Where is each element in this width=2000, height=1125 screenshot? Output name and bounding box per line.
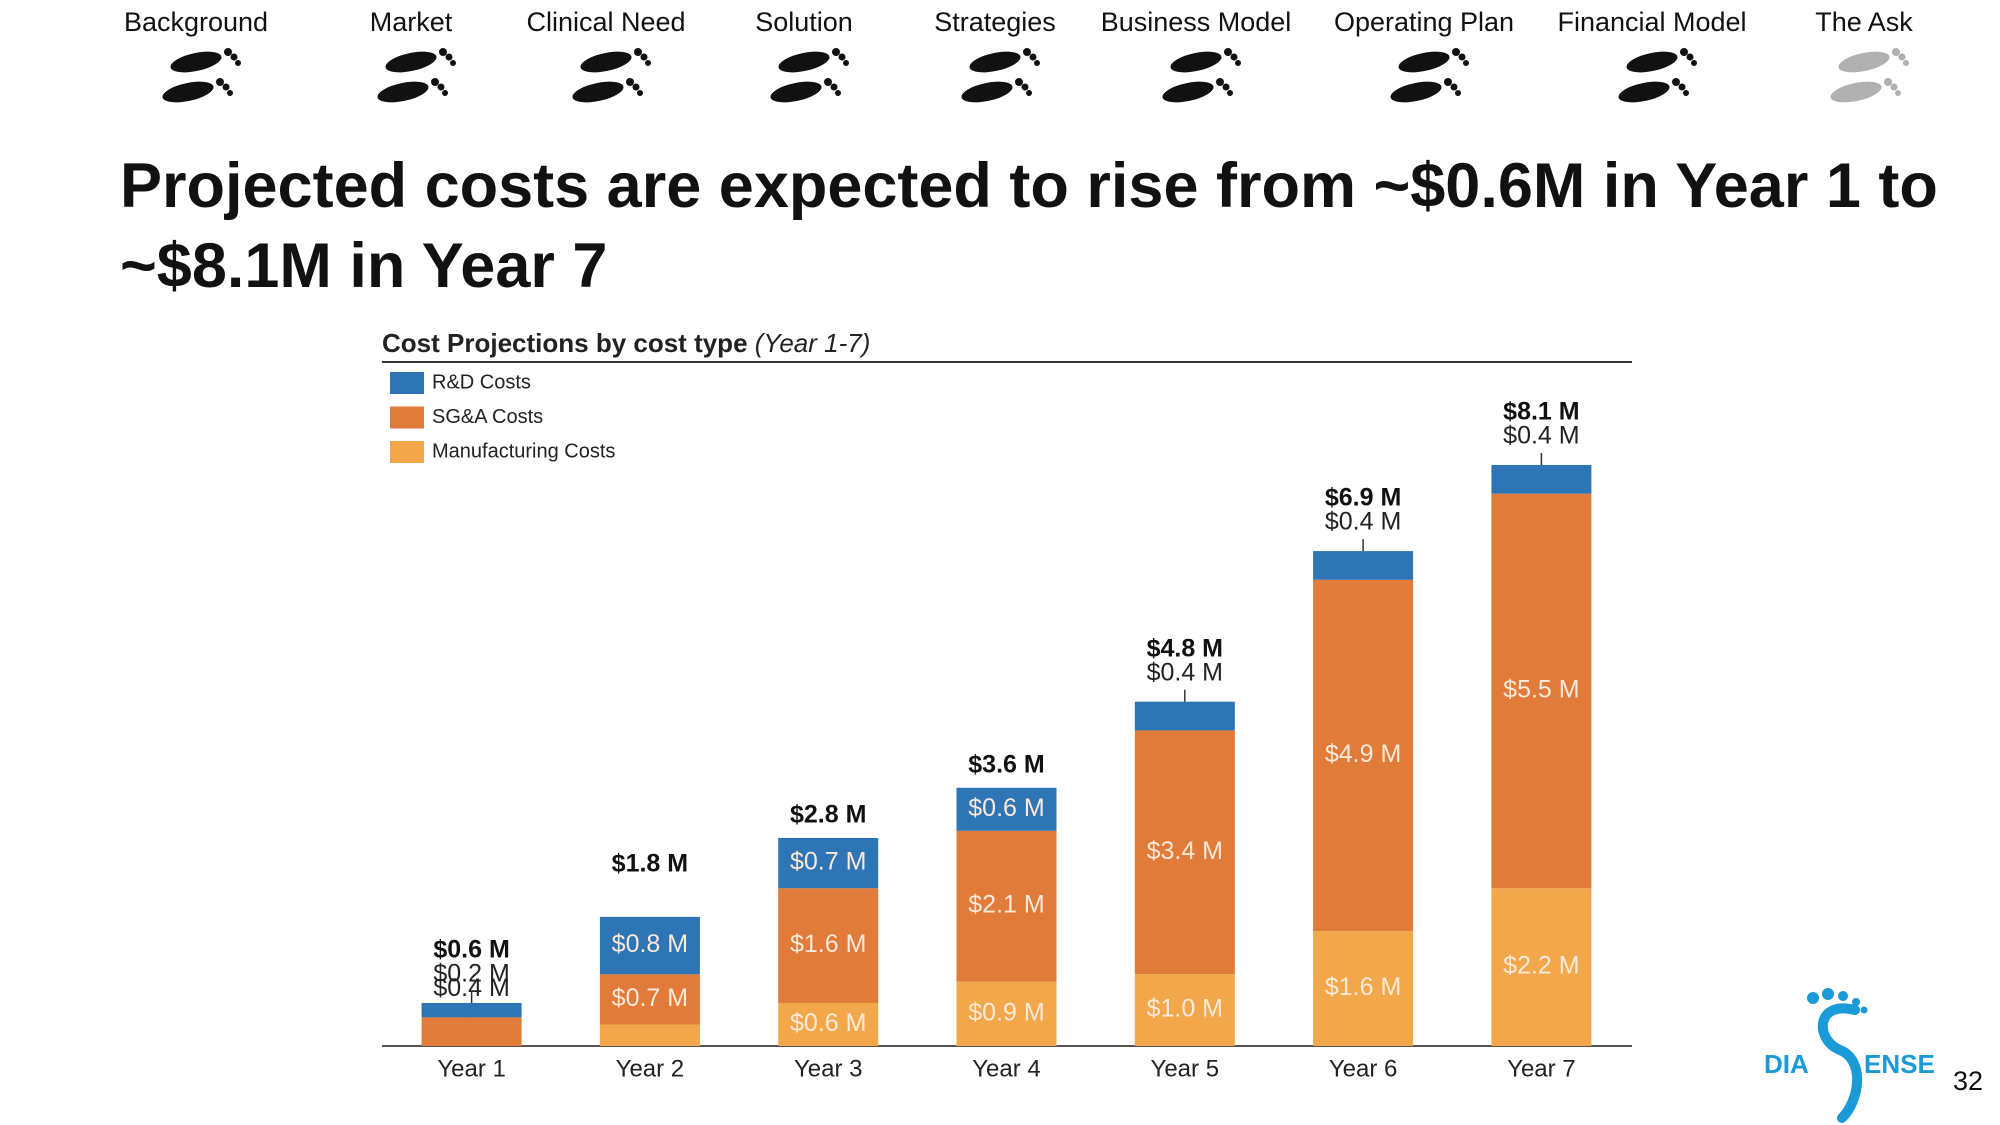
nav-step: Background [124,7,268,37]
total-label: $4.8 M [1147,634,1223,662]
chart-subtitle: (Year 1-7) [755,328,871,358]
legend-label: R&D Costs [432,371,531,393]
nav-step: Market [370,7,453,37]
category-label: Year 3 [794,1055,863,1082]
nav-step: Strategies [934,7,1056,37]
segment-label: $2.1 M [968,891,1044,919]
segment-label: $1.6 M [790,930,866,958]
total-label: $1.8 M [612,849,688,877]
logo-text: ENSE [1864,1049,1935,1079]
bar-segment [599,974,700,1025]
segment-label: $2.2 M [1503,952,1579,980]
footprint-icon [1828,47,1909,107]
bar-segment [778,837,879,889]
bar-segment [778,1002,879,1046]
bar-segment [778,888,879,1003]
bar-segment [956,981,1057,1046]
footprint-icon [160,47,241,107]
category-label: Year 2 [616,1055,685,1082]
bar-segment [1313,931,1414,1046]
bar-segment [956,830,1057,982]
segment-label: $0.6 M [968,794,1044,822]
legend-swatch [390,441,424,463]
page-number: 32 [1953,1066,1983,1096]
category-label: Year 6 [1329,1055,1398,1082]
headline: ~$8.1M in Year 7 [120,231,607,301]
total-label: $8.1 M [1503,398,1579,426]
total-label: $3.6 M [968,750,1044,778]
total-label: $0.6 M [433,936,509,964]
segment-label: $5.5 M [1503,676,1579,704]
logo: DIA ENSE [1764,988,1935,1123]
chart-title: Cost Projections by cost type [382,328,748,358]
nav-step: Solution [755,7,853,37]
segment-label: $1.6 M [1325,973,1401,1001]
footprint-icon [1160,47,1241,107]
nav-step: Business Model [1101,7,1292,37]
segment-label: $0.7 M [790,848,866,876]
nav-step: The Ask [1815,7,1913,37]
segment-label: $3.4 M [1147,837,1223,865]
bar-segment [1134,730,1235,975]
bar-segment [1491,465,1592,494]
bar-segment [1134,974,1235,1046]
nav-step: Financial Model [1557,7,1746,37]
footprint-icon [1616,47,1697,107]
bar-segment [421,1002,522,1018]
segment-label: $0.6 M [790,1009,866,1037]
bar-segment [1491,888,1592,1046]
bar-segment [1134,701,1235,731]
nav-step: Operating Plan [1334,7,1514,37]
footprint-icon [570,47,651,107]
footprint-icon [375,47,456,107]
segment-label: $0.2 M [433,960,509,988]
segment-label: $0.7 M [612,984,688,1012]
bar-segment [956,787,1057,831]
chart-title: Cost Projections by cost type (Year 1-7) [382,328,870,358]
bar-segment [599,916,700,975]
nav-bar: Background Market Clinical Need Solution Str… [124,7,1913,107]
segment-label: $4.9 M [1325,740,1401,768]
legend-swatch [390,406,424,429]
legend-label: SG&A Costs [432,406,543,428]
bar-segment [599,1024,700,1046]
segment-label: $0.8 M [612,930,688,958]
total-label: $6.9 M [1325,484,1401,512]
legend-label: Manufacturing Costs [432,440,615,462]
segment-label: $0.9 M [968,998,1044,1026]
bar-segment [1313,579,1414,932]
category-label: Year 5 [1151,1055,1220,1082]
footprint-icon [1388,47,1469,107]
segment-label: $0.4 M [1147,658,1223,686]
category-label: Year 4 [972,1055,1041,1082]
total-label: $2.8 M [790,801,866,829]
bar-segment [1313,551,1414,580]
bar-segment [1491,493,1592,889]
segment-label: $1.0 M [1147,995,1223,1023]
segment-label: $0.4 M [1503,422,1579,450]
category-label: Year 7 [1507,1055,1576,1082]
legend-swatch [390,372,424,394]
footprint-icon [959,47,1040,107]
headline: Projected costs are expected to rise fro… [120,151,1938,221]
category-label: Year 1 [437,1055,506,1082]
nav-step: Clinical Need [526,7,685,37]
bar-segment [421,1017,522,1046]
footprint-icon [768,47,849,107]
logo-text: DIA [1764,1049,1809,1079]
segment-label: $0.4 M [1325,508,1401,536]
